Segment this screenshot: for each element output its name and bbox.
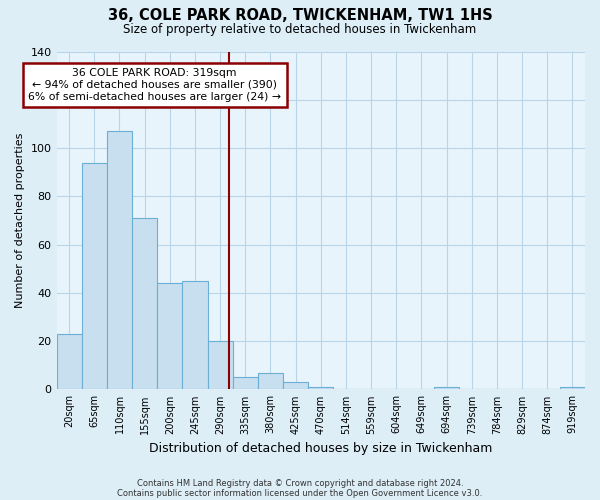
Text: Size of property relative to detached houses in Twickenham: Size of property relative to detached ho… xyxy=(124,22,476,36)
Bar xyxy=(56,334,82,390)
Text: 36, COLE PARK ROAD, TWICKENHAM, TW1 1HS: 36, COLE PARK ROAD, TWICKENHAM, TW1 1HS xyxy=(107,8,493,22)
Bar xyxy=(132,218,157,390)
X-axis label: Distribution of detached houses by size in Twickenham: Distribution of detached houses by size … xyxy=(149,442,493,455)
Bar xyxy=(283,382,308,390)
Text: Contains HM Land Registry data © Crown copyright and database right 2024.: Contains HM Land Registry data © Crown c… xyxy=(137,478,463,488)
Bar xyxy=(434,387,459,390)
Bar xyxy=(208,341,233,390)
Bar xyxy=(308,387,334,390)
Text: 36 COLE PARK ROAD: 319sqm
← 94% of detached houses are smaller (390)
6% of semi-: 36 COLE PARK ROAD: 319sqm ← 94% of detac… xyxy=(28,68,281,102)
Text: Contains public sector information licensed under the Open Government Licence v3: Contains public sector information licen… xyxy=(118,488,482,498)
Bar xyxy=(233,378,258,390)
Y-axis label: Number of detached properties: Number of detached properties xyxy=(15,133,25,308)
Bar xyxy=(107,131,132,390)
Bar xyxy=(182,281,208,390)
Bar xyxy=(258,372,283,390)
Bar xyxy=(157,283,182,390)
Bar xyxy=(560,387,585,390)
Bar xyxy=(82,162,107,390)
